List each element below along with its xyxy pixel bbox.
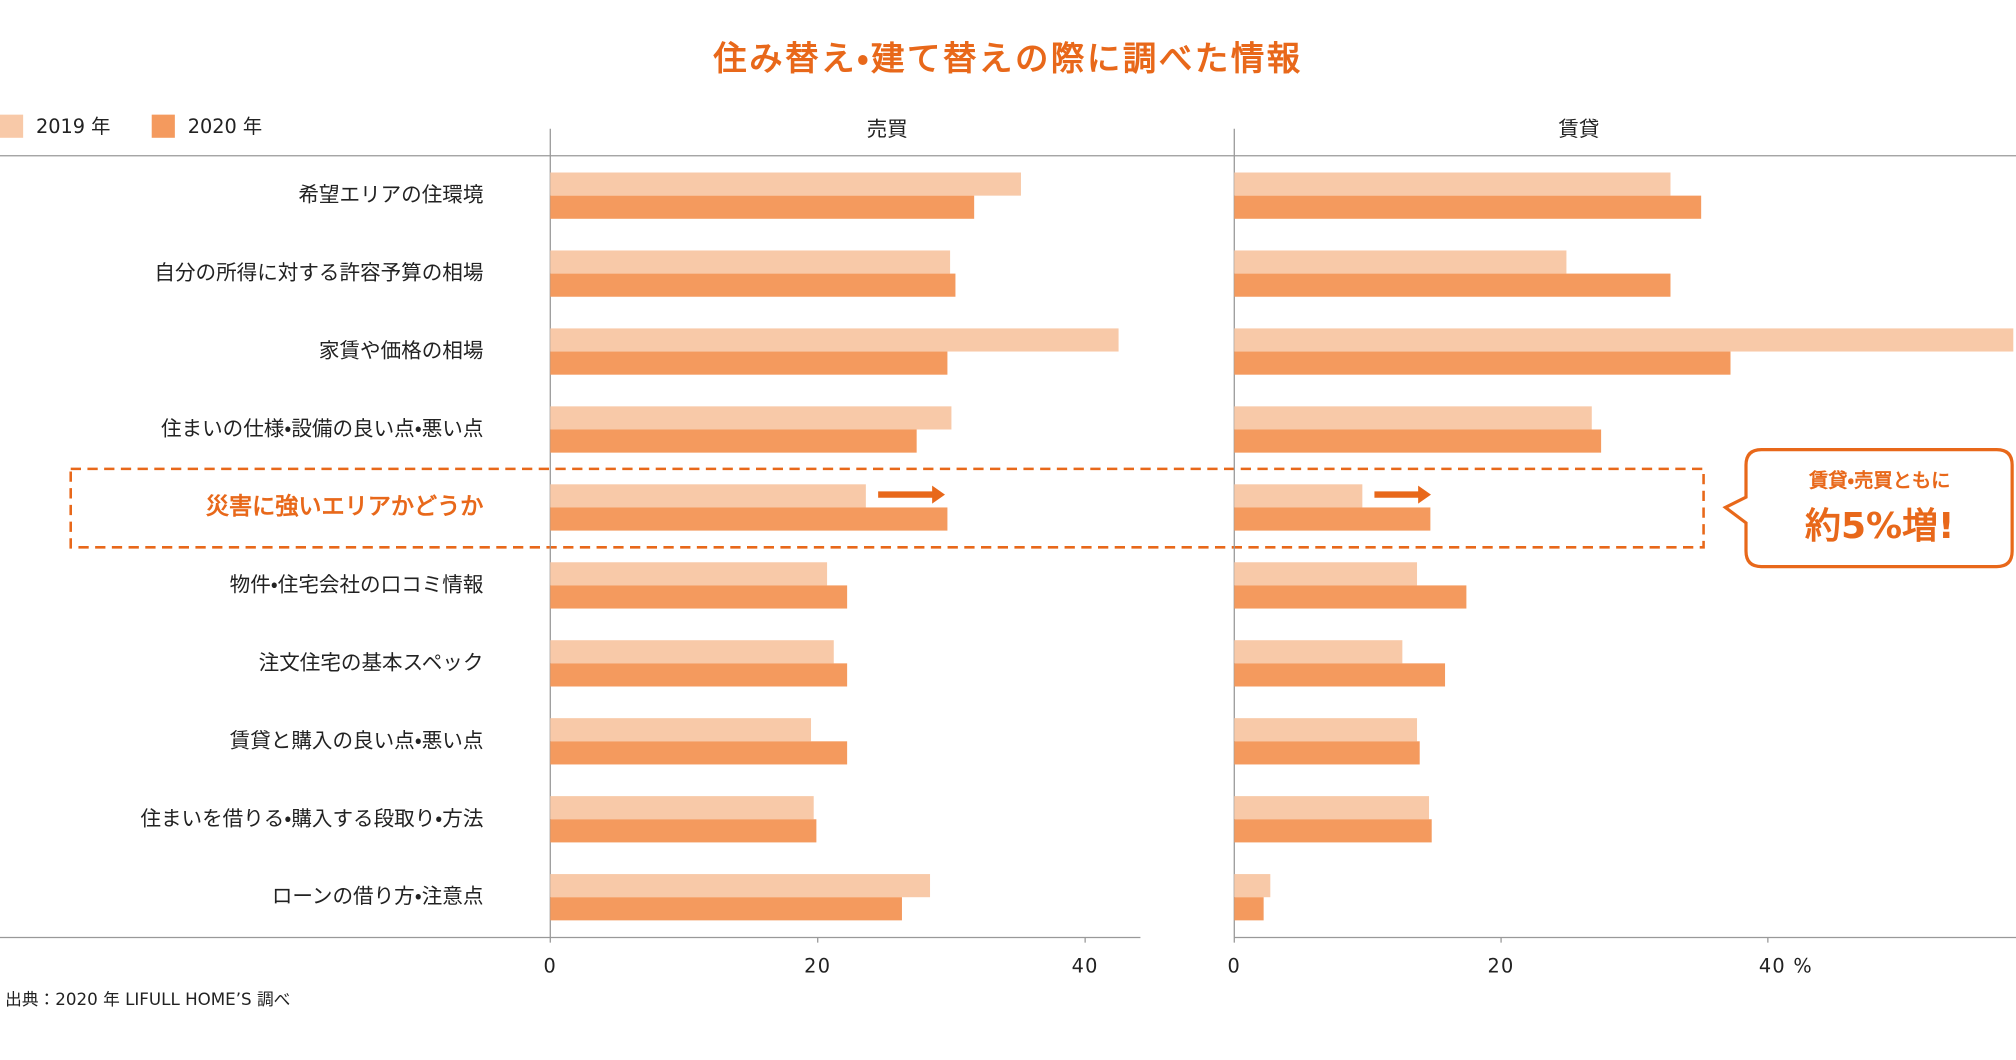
bar xyxy=(1234,640,1403,664)
bar xyxy=(1234,897,1264,921)
bar xyxy=(1234,429,1602,453)
category-label: 住まいを借りる・購入する段取り・方法 xyxy=(140,806,483,830)
legend-swatch xyxy=(0,114,24,138)
bar xyxy=(1234,562,1418,586)
bar xyxy=(550,718,812,742)
bar xyxy=(1234,172,1671,196)
bar xyxy=(550,172,1021,196)
bar xyxy=(1234,195,1702,219)
category-label: 物件・住宅会社の口コミ情報 xyxy=(230,572,484,596)
bar xyxy=(1234,663,1446,687)
bar xyxy=(550,874,931,898)
bar xyxy=(1234,741,1420,765)
bar xyxy=(550,663,848,687)
bar xyxy=(550,328,1119,352)
bar xyxy=(1234,273,1671,297)
bar xyxy=(550,897,902,921)
panel-title: 売買 xyxy=(867,117,908,141)
bar xyxy=(1234,796,1430,820)
arrow xyxy=(1374,485,1431,504)
bar xyxy=(550,741,848,765)
bar xyxy=(1234,406,1592,430)
x-tick-label: 40 xyxy=(1072,955,1099,978)
bar xyxy=(550,429,917,453)
bar xyxy=(1234,351,1731,375)
bar xyxy=(1234,585,1467,609)
category-label: 希望エリアの住環境 xyxy=(298,183,483,207)
callout-line: 約5%増! xyxy=(1805,506,1955,547)
bar xyxy=(550,351,948,375)
callout-box xyxy=(1722,447,2014,569)
category-label: 注文住宅の基本スペック xyxy=(259,650,484,674)
callout-line: 賃貸・売買ともに xyxy=(1808,469,1950,492)
x-tick-label: 20 xyxy=(1488,955,1515,978)
x-tick-label: 20 xyxy=(804,955,831,978)
bar xyxy=(1234,250,1567,274)
bar xyxy=(550,640,834,664)
category-label: 自分の所得に対する許容予算の相場 xyxy=(154,261,483,285)
bar xyxy=(550,585,848,609)
category-label: 賃貸と購入の良い点・悪い点 xyxy=(230,728,484,752)
bar xyxy=(550,796,814,820)
category-label: 住まいの仕様・設備の良い点・悪い点 xyxy=(161,417,483,441)
panel-title: 賃貸 xyxy=(1558,117,1599,141)
highlight-box xyxy=(69,467,1705,549)
bar xyxy=(550,195,975,219)
bar xyxy=(1234,874,1271,898)
category-label: ローンの借り方・注意点 xyxy=(272,884,484,908)
bar xyxy=(550,507,948,531)
bar xyxy=(1234,507,1431,531)
bar xyxy=(550,273,956,297)
category-label: 災害に強いエリアかどうか xyxy=(206,493,484,520)
bar xyxy=(1234,328,2014,352)
legend-swatch xyxy=(151,114,175,138)
x-tick-label: 40 % xyxy=(1759,955,1813,978)
x-tick-label: 0 xyxy=(544,955,558,978)
bar xyxy=(550,250,951,274)
legend-label: 2020 年 xyxy=(188,115,262,138)
bar xyxy=(1234,484,1363,508)
x-tick-label: 0 xyxy=(1228,955,1242,978)
chart-title: 住み替え・建て替えの際に調べた情報 xyxy=(712,39,1303,78)
bar xyxy=(1234,718,1418,742)
category-label: 家賃や価格の相場 xyxy=(319,339,484,363)
bar xyxy=(1234,819,1432,843)
legend-label: 2019 年 xyxy=(36,115,110,138)
bar xyxy=(550,484,866,508)
bar xyxy=(550,406,952,430)
arrow xyxy=(878,485,945,504)
bar xyxy=(550,819,817,843)
bar xyxy=(550,562,828,586)
source-note: 出典：2020 年 LIFULL HOME’S 調べ xyxy=(5,989,290,1009)
